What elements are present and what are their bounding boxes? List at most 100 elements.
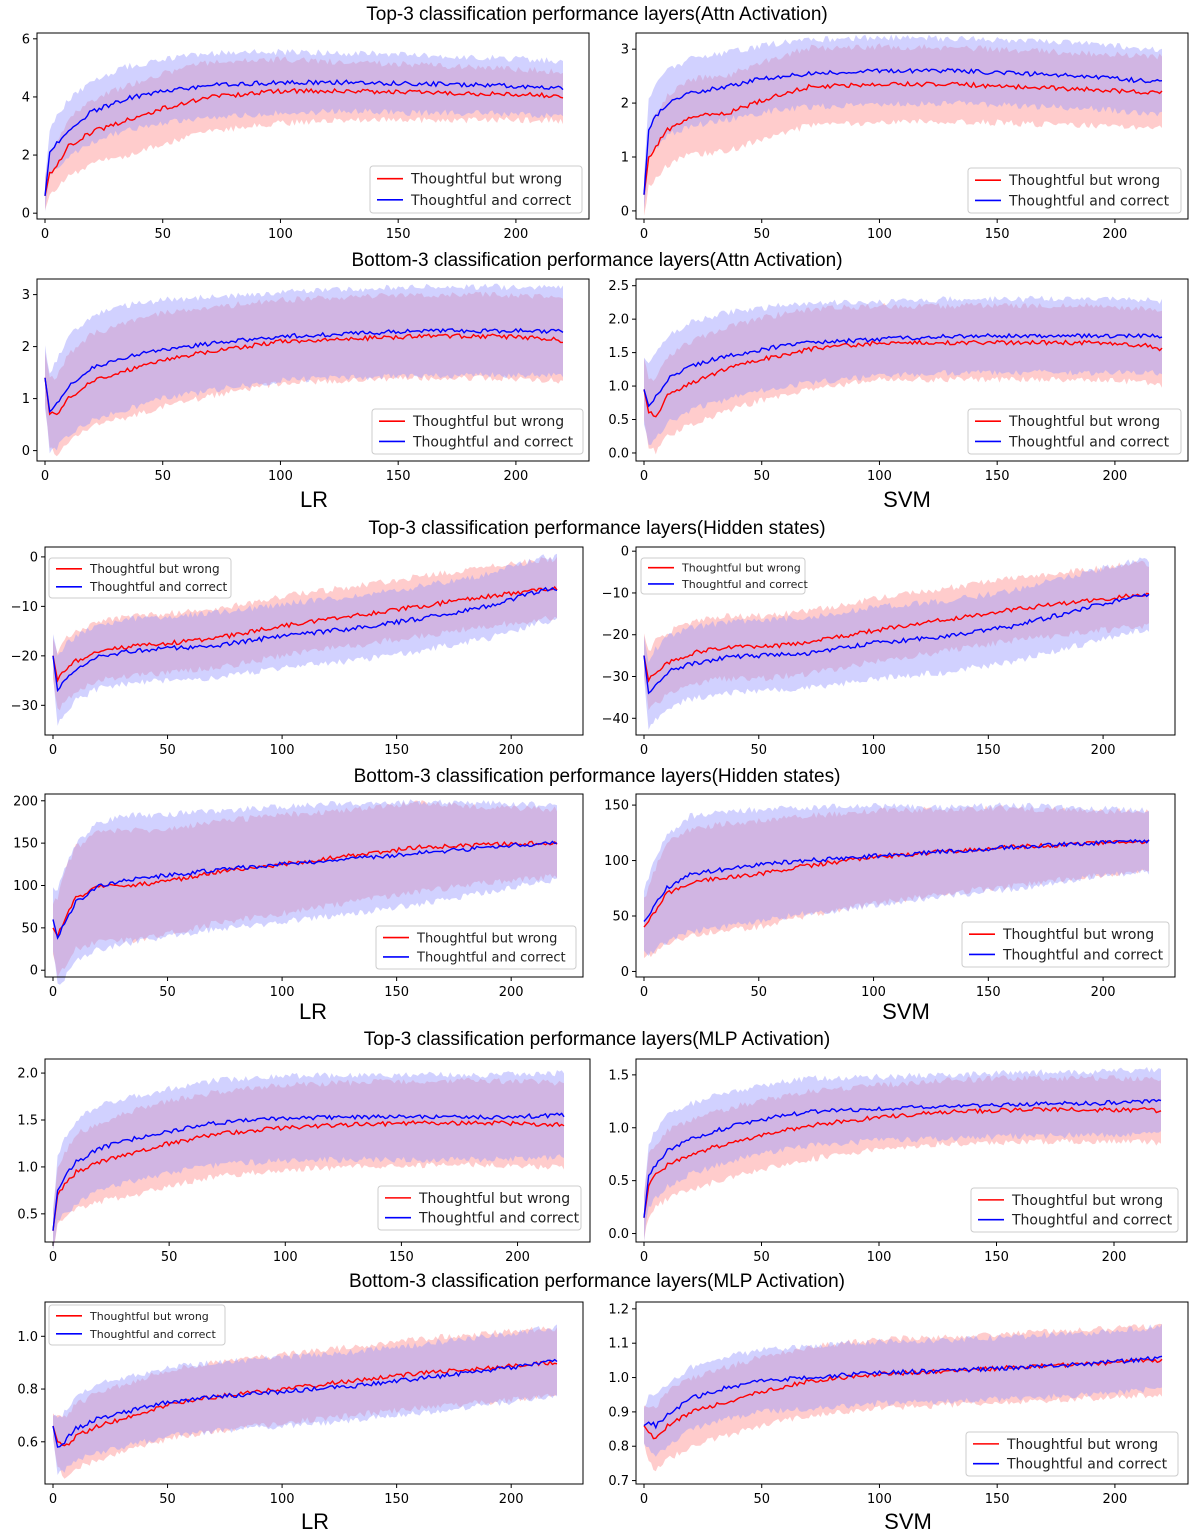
plot-frame	[635, 546, 1176, 736]
series-line-correct	[44, 327, 564, 413]
legend: Thoughtful but wrong Thoughtful and corre…	[371, 408, 584, 455]
x-tick-label: 150	[386, 469, 411, 484]
x-tick-label: 0	[640, 469, 648, 484]
series-line-correct	[52, 840, 558, 940]
series-line-correct	[52, 1112, 565, 1231]
y-tick-label: 0.8	[608, 1440, 629, 1455]
legend-box	[369, 165, 583, 214]
y-tick-label: 150	[604, 799, 629, 814]
std-band-wrong	[644, 560, 1149, 711]
legend-box	[961, 921, 1170, 968]
series-line-wrong	[643, 1358, 1163, 1440]
y-tick-label: −30	[11, 699, 38, 714]
x-tick-label: 200	[503, 227, 528, 242]
x-tick-label: 50	[159, 743, 176, 758]
column-label-svm: SVM	[883, 487, 931, 512]
chart-hidden-top-svm: 0 50 100 150 200 0 −10 −20 −30 −40 Thoughtful but …	[602, 545, 1176, 758]
std-band-correct	[53, 553, 557, 726]
legend-label-correct: Thoughtful and correct	[1011, 1213, 1173, 1229]
x-tick-label: 100	[867, 469, 892, 484]
x-tick-label: 200	[503, 469, 528, 484]
x-tick-label: 0	[49, 1250, 57, 1265]
series-line-correct	[643, 1355, 1163, 1430]
x-tick-label: 100	[273, 1250, 298, 1265]
legend-label-wrong: Thoughtful but wrong	[410, 172, 562, 188]
y-tick-label: 2	[621, 97, 629, 112]
legend: Thoughtful but wrong Thoughtful and corre…	[48, 557, 232, 599]
legend-label-wrong: Thoughtful but wrong	[1002, 927, 1154, 943]
section-title-hidden-bottom: Bottom-3 classification performance laye…	[353, 766, 841, 787]
y-tick-label: 2.5	[608, 279, 629, 294]
chart-mlp-bottom-lr: 0 50 100 150 200 0.6 0.8 1.0 Thoughtful but wron…	[17, 1301, 584, 1507]
legend-label-wrong: Thoughtful but wrong	[416, 931, 557, 946]
std-band-correct	[53, 1324, 557, 1475]
series-line-wrong	[44, 87, 564, 196]
x-tick-label: 200	[1102, 1250, 1127, 1265]
x-tick-label: 150	[384, 743, 409, 758]
legend: Thoughtful but wrong Thoughtful and corre…	[369, 165, 583, 214]
x-tick-label: 100	[861, 985, 886, 1000]
x-tick-label: 100	[861, 743, 886, 758]
y-tick-label: 0.0	[608, 446, 629, 461]
std-band-wrong	[644, 1323, 1162, 1472]
std-band-wrong	[53, 1326, 557, 1479]
plot-frame	[36, 32, 590, 220]
legend-label-wrong: Thoughtful but wrong	[1008, 173, 1160, 189]
x-tick-label: 50	[159, 985, 176, 1000]
legend-label-wrong: Thoughtful but wrong	[681, 562, 801, 575]
series-line-correct	[643, 1098, 1162, 1218]
chart-hidden-bottom-lr: 0 50 100 150 200 0 50 100 150 200 Thoughtful but w…	[13, 793, 584, 1000]
x-tick-label: 100	[867, 1250, 892, 1265]
plot-frame	[44, 546, 584, 736]
y-tick-label: 0.7	[608, 1474, 629, 1489]
std-band-correct	[644, 295, 1162, 445]
legend-label-correct: Thoughtful and correct	[89, 1328, 216, 1341]
plot-frame	[635, 32, 1189, 220]
plot-frame	[44, 1301, 584, 1485]
y-tick-label: 0	[22, 207, 30, 222]
legend-label-correct: Thoughtful and correct	[1008, 193, 1170, 209]
std-band-correct	[644, 1323, 1162, 1457]
legend: Thoughtful but wrong Thoughtful and corre…	[961, 921, 1170, 968]
series-line-correct	[643, 838, 1150, 922]
x-tick-label: 50	[753, 1250, 770, 1265]
section-title-mlp-bottom: Bottom-3 classification performance laye…	[349, 1271, 845, 1292]
column-label-svm: SVM	[882, 999, 930, 1024]
x-tick-label: 50	[753, 1492, 770, 1507]
legend: Thoughtful but wrong Thoughtful and corre…	[965, 1431, 1179, 1477]
y-tick-label: 0	[621, 204, 629, 219]
x-tick-label: 200	[499, 743, 524, 758]
legend: Thoughtful but wrong Thoughtful and corre…	[377, 1185, 582, 1231]
x-tick-label: 50	[750, 743, 767, 758]
chart-mlp-top-lr: 0 50 100 150 200 0.5 1.0 1.5 2.0 Thoughtful but w…	[17, 1058, 591, 1265]
y-tick-label: 1.5	[608, 346, 629, 361]
y-tick-label: 1	[621, 151, 629, 166]
x-tick-label: 100	[867, 227, 892, 242]
y-tick-label: 1.0	[608, 1371, 629, 1386]
legend-box	[965, 1431, 1179, 1477]
x-tick-label: 200	[499, 985, 524, 1000]
column-label-lr: LR	[298, 999, 328, 1024]
y-tick-label: 3	[22, 288, 30, 303]
std-band-wrong	[644, 43, 1162, 216]
y-tick-label: −40	[602, 712, 629, 727]
x-tick-label: 0	[49, 1492, 57, 1507]
x-tick-label: 200	[1091, 985, 1116, 1000]
legend: Thoughtful but wrong Thoughtful and corre…	[967, 167, 1182, 214]
std-band-wrong	[53, 800, 557, 977]
y-tick-label: 1.2	[608, 1302, 629, 1317]
y-tick-label: 1.0	[17, 1160, 38, 1175]
y-tick-label: 200	[13, 794, 38, 809]
y-tick-label: 0	[30, 964, 38, 979]
y-tick-label: 4	[22, 90, 30, 105]
y-tick-label: −30	[602, 670, 629, 685]
series-line-correct	[44, 78, 564, 196]
x-tick-label: 150	[984, 1250, 1009, 1265]
plot-frame	[635, 278, 1189, 462]
series-line-wrong	[643, 80, 1163, 195]
std-band-wrong	[45, 291, 563, 457]
legend: Thoughtful but wrong Thoughtful and corre…	[970, 1187, 1179, 1233]
section-title-attn-bottom: Bottom-3 classification performance laye…	[351, 250, 843, 271]
